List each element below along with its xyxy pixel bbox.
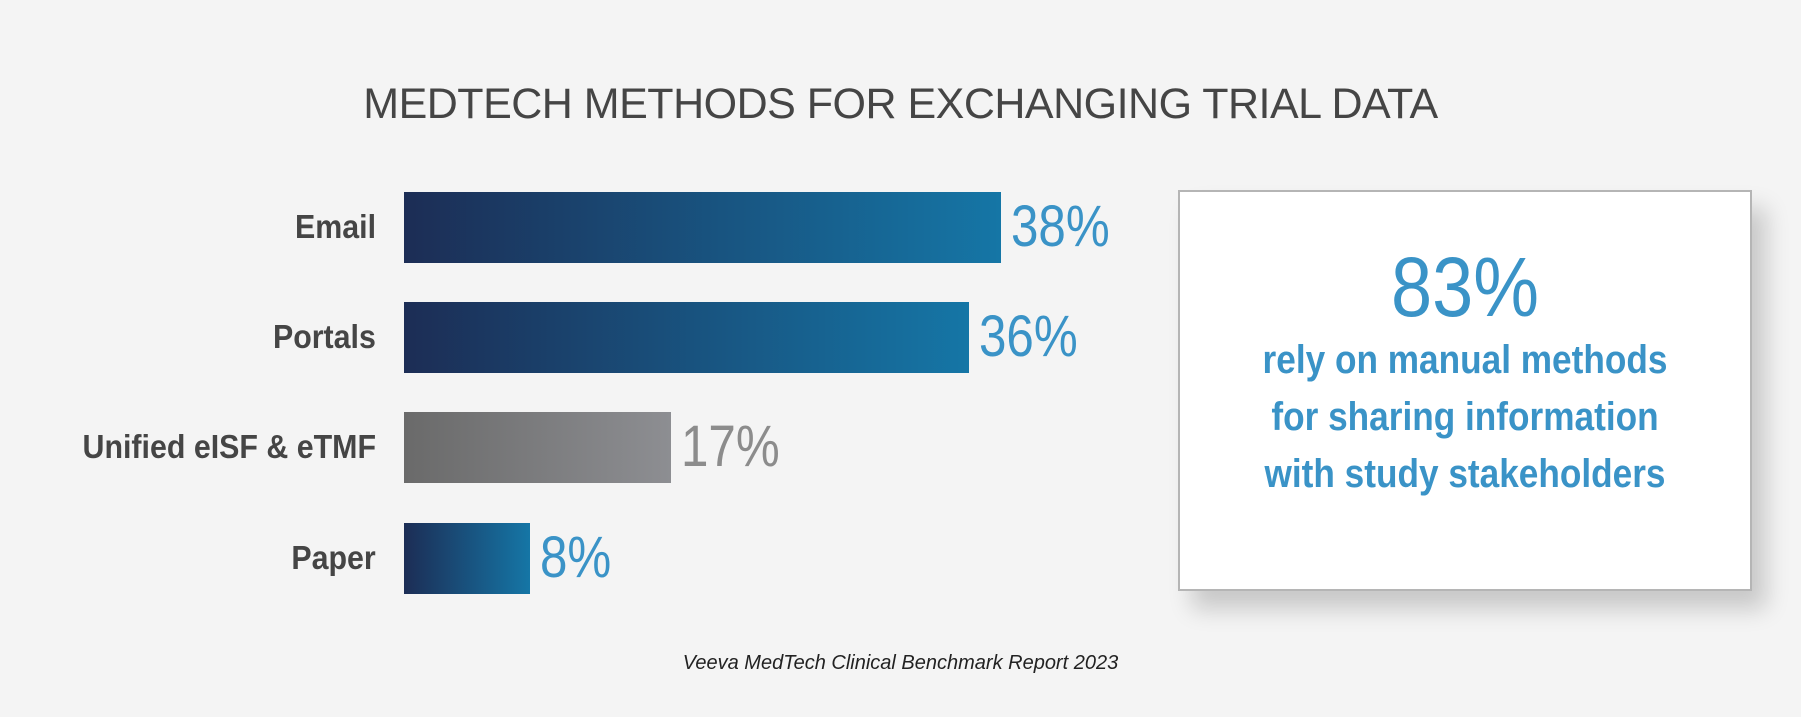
category-label: Paper — [291, 539, 376, 576]
bar — [404, 302, 970, 373]
callout-line: with study stakeholders — [1264, 452, 1666, 496]
source-footer: Veeva MedTech Clinical Benchmark Report … — [682, 652, 1119, 674]
bar — [404, 192, 1001, 263]
category-label: Portals — [273, 318, 376, 355]
bar — [404, 523, 530, 594]
value-label: 17% — [680, 414, 780, 479]
bar — [404, 412, 671, 483]
category-label: Unified eISF & eTMF — [82, 428, 376, 465]
callout-line: for sharing information — [1271, 395, 1659, 439]
value-label: 36% — [979, 304, 1078, 369]
chart-title: MEDTECH METHODS FOR EXCHANGING TRIAL DAT… — [363, 80, 1438, 128]
callout-line: rely on manual methods — [1262, 338, 1668, 382]
value-label: 8% — [539, 525, 611, 590]
value-label: 38% — [1010, 194, 1110, 259]
category-label: Email — [294, 208, 376, 245]
callout-stat: 83% — [1391, 240, 1539, 334]
callout-box: 83% rely on manual methods for sharing i… — [1178, 190, 1752, 591]
